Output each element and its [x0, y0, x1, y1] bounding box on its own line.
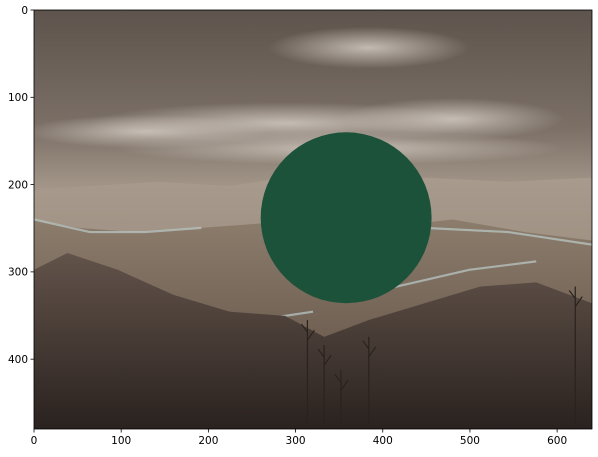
- x-tick-label: 600: [547, 435, 567, 447]
- axes-frame: [33, 9, 593, 430]
- near-mountains: [34, 253, 592, 429]
- foreground-trees: [300, 286, 583, 429]
- axes-area: [33, 9, 593, 430]
- x-tick-label: 100: [111, 435, 131, 447]
- y-tick-label: 100: [8, 92, 28, 104]
- x-axis: 0 100 200 300 400 500 600: [31, 429, 567, 447]
- x-tick-label: 300: [286, 435, 306, 447]
- tree: [334, 370, 349, 429]
- y-tick-label: 300: [8, 267, 28, 279]
- y-tick-label: 0: [21, 5, 28, 17]
- tree: [317, 345, 332, 429]
- x-tick-label: 400: [373, 435, 393, 447]
- tree: [300, 320, 315, 429]
- tree: [362, 336, 377, 429]
- tree: [568, 286, 583, 429]
- y-tick-label: 200: [8, 179, 28, 191]
- cloud: [340, 97, 565, 140]
- y-axis: 0 100 200 300 400: [8, 5, 34, 366]
- y-tick-label: 400: [8, 354, 28, 366]
- x-tick-label: 200: [198, 435, 218, 447]
- x-tick-label: 500: [460, 435, 480, 447]
- x-tick-label: 0: [31, 435, 38, 447]
- green-circle: [260, 132, 432, 304]
- snow-line: [34, 218, 202, 234]
- cloud: [268, 26, 470, 69]
- photo: [34, 10, 592, 429]
